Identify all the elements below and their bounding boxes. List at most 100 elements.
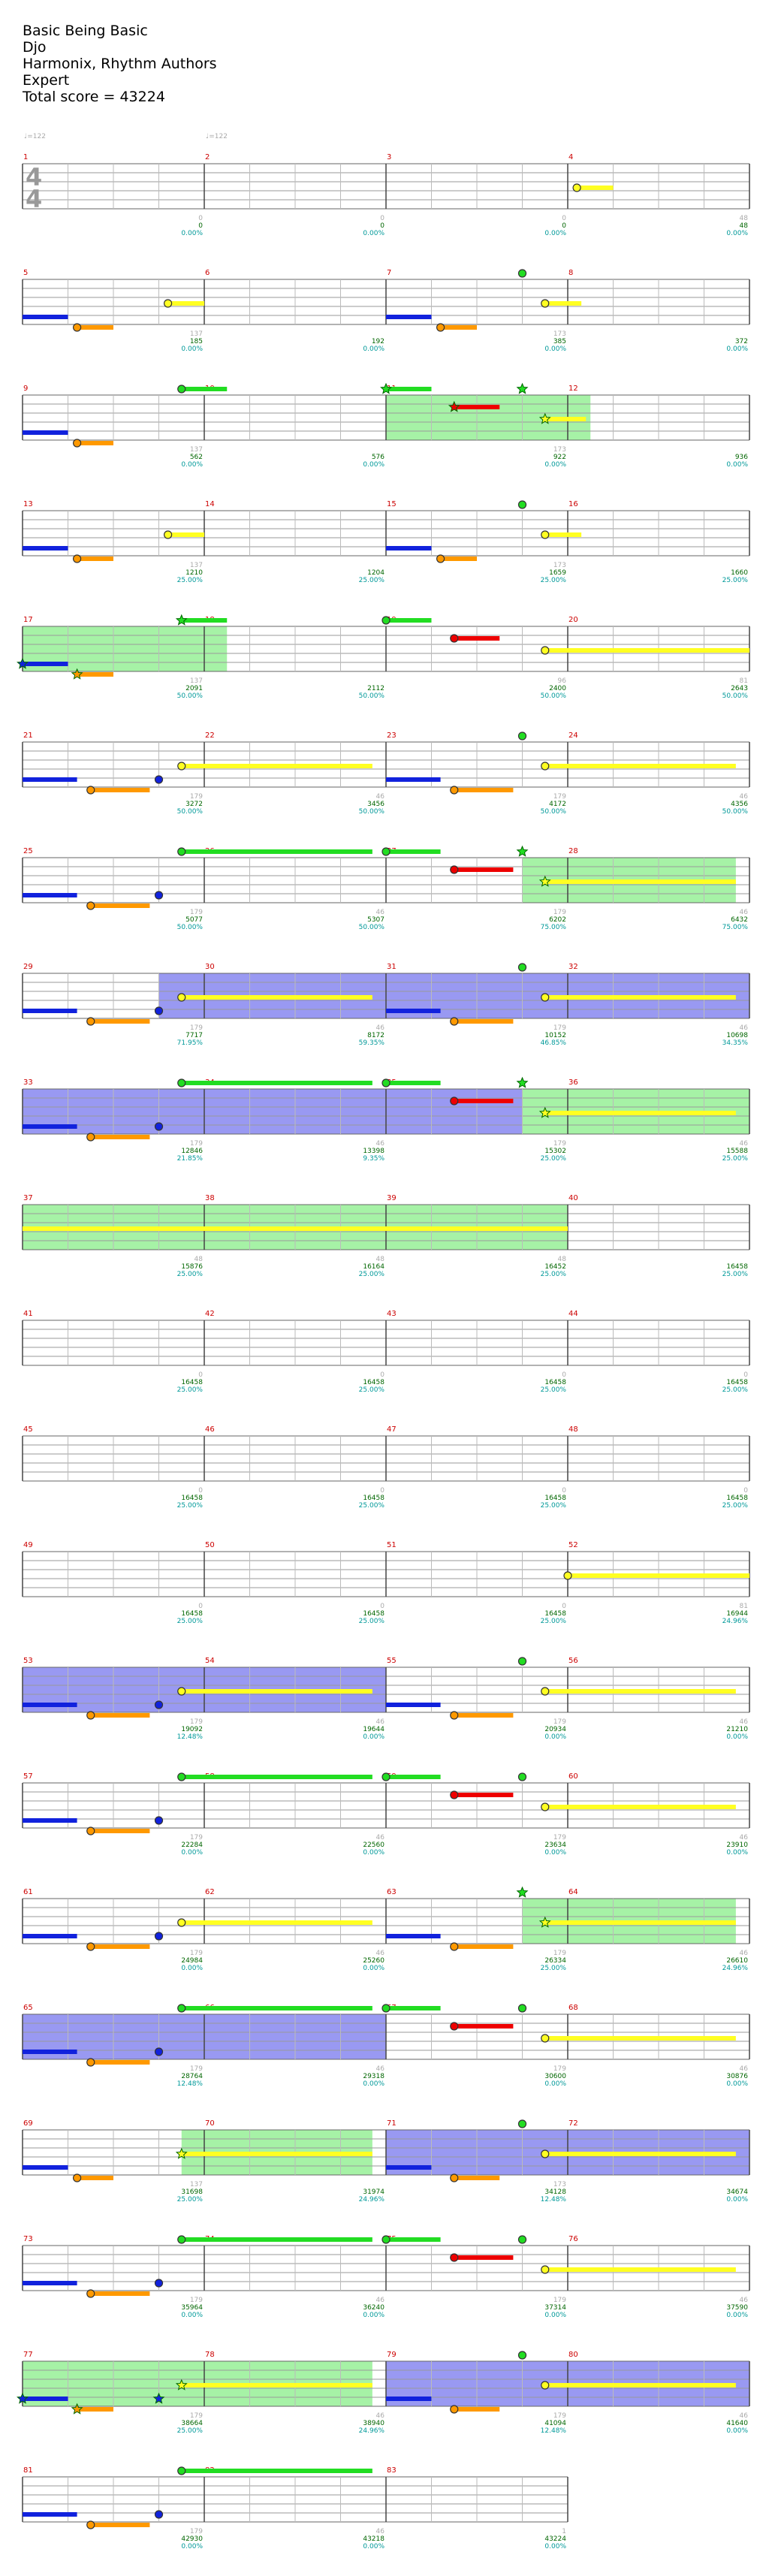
segment-score: 15588 — [726, 1148, 748, 1155]
red-note — [450, 2022, 459, 2031]
segment-percent: 25.00% — [722, 1502, 749, 1510]
orange-note — [436, 554, 445, 563]
segment-score: 16458 — [726, 1379, 748, 1386]
segment-score: 16458 — [363, 1610, 384, 1618]
yellow-star-note — [538, 1916, 551, 1928]
yellow-note — [164, 299, 173, 308]
segment-percent: 0.00% — [181, 1965, 203, 1972]
segment-small-value: 0 — [198, 1487, 203, 1495]
segment-small-value: 46 — [740, 1024, 749, 1032]
segment-percent: 24.96% — [722, 1965, 749, 1972]
segment-small-value: 0 — [198, 1371, 203, 1379]
segment-score: 12846 — [181, 1148, 203, 1155]
segment-score: 26610 — [726, 1957, 748, 1965]
song-artist: Djo — [23, 39, 47, 56]
segment-percent: 12.48% — [541, 2427, 567, 2435]
segment-score: 16944 — [726, 1610, 748, 1618]
green-note — [517, 963, 527, 972]
measure-number: 2 — [205, 153, 210, 161]
segment-score: 19644 — [363, 1726, 384, 1733]
segment-score: 23634 — [544, 1842, 566, 1849]
segment-small-value: 179 — [190, 2528, 203, 2535]
segment-score: 22284 — [181, 1842, 203, 1849]
segment-small-value: 179 — [190, 1140, 203, 1148]
segment-score: 185 — [190, 338, 203, 345]
segment-score: 385 — [553, 338, 566, 345]
segment-percent: 25.00% — [541, 1502, 567, 1510]
green-note — [177, 1078, 186, 1087]
segment-score: 30876 — [726, 2073, 748, 2080]
time-sig-num: 4 — [26, 163, 42, 192]
segment-small-value: 179 — [190, 1718, 203, 1726]
segment-score: 16458 — [726, 1495, 748, 1502]
measure-number: 16 — [568, 500, 578, 508]
segment-percent: 0.00% — [544, 1849, 566, 1857]
measure-number: 56 — [568, 1657, 578, 1665]
measure-number: 17 — [23, 616, 33, 624]
yellow-note — [541, 993, 550, 1002]
segment-small-value: 46 — [740, 2412, 749, 2420]
segment-score: 16458 — [544, 1379, 566, 1386]
segment-percent: 50.00% — [722, 692, 749, 700]
segment-percent: 0.00% — [726, 230, 748, 237]
segment-score: 48 — [740, 222, 749, 230]
measure-number: 62 — [205, 1888, 215, 1896]
measure-number: 38 — [205, 1194, 215, 1202]
segment-percent: 50.00% — [359, 924, 385, 931]
segment-score: 42930 — [181, 2535, 203, 2543]
segment-percent: 0.00% — [544, 230, 566, 237]
measure-number: 23 — [387, 731, 397, 740]
green-note — [517, 1772, 527, 1781]
segment-small-value: 0 — [380, 215, 384, 222]
song-title: Basic Being Basic — [23, 23, 148, 39]
segment-score: 576 — [372, 454, 384, 461]
segment-score: 16458 — [363, 1379, 384, 1386]
segment-percent: 0.00% — [544, 2543, 566, 2550]
segment-percent: 25.00% — [177, 1502, 204, 1510]
orange-note — [86, 901, 95, 910]
segment-score: 37590 — [726, 2304, 748, 2312]
orange-note — [86, 1711, 95, 1720]
yellow-note — [177, 1687, 186, 1696]
segment-score: 5077 — [185, 916, 203, 924]
segment-score: 562 — [190, 454, 203, 461]
yellow-note — [541, 530, 550, 539]
segment-percent: 0.00% — [726, 1733, 748, 1741]
orange-note — [450, 2173, 459, 2182]
yellow-note — [541, 2265, 550, 2274]
segment-percent: 25.00% — [541, 1271, 567, 1278]
segment-percent: 50.00% — [177, 924, 204, 931]
segment-percent: 12.48% — [177, 2080, 204, 2088]
segment-score: 41640 — [726, 2420, 748, 2427]
segment-small-value: 179 — [553, 909, 566, 916]
segment-score: 2400 — [549, 685, 566, 692]
blue-note — [154, 1700, 164, 1709]
segment-score: 16458 — [181, 1495, 203, 1502]
segment-score: 35964 — [181, 2304, 203, 2312]
segment-percent: 0.00% — [363, 345, 384, 353]
staff-row-7: 25262728179507750.00%46530750.00%1796202… — [22, 845, 750, 931]
yellow-note — [541, 1802, 550, 1811]
solo-region — [23, 1089, 523, 1134]
measure-number: 20 — [568, 616, 578, 624]
segment-percent: 46.85% — [541, 1039, 567, 1047]
segment-percent: 25.00% — [722, 577, 749, 584]
green-note — [177, 385, 186, 394]
segment-score: 8172 — [367, 1032, 384, 1039]
segment-score: 5307 — [367, 916, 384, 924]
measure-number: 73 — [23, 2235, 33, 2243]
measure-number: 83 — [387, 2466, 397, 2475]
segment-percent: 25.00% — [722, 1271, 749, 1278]
orange-note — [72, 554, 82, 563]
staff-row-13: 49 50 51 5201645825.00%01645825.00%01645825… — [22, 1541, 750, 1625]
segment-small-value: 46 — [740, 2297, 749, 2304]
segment-score: 38664 — [181, 2420, 203, 2427]
blue-note — [154, 1816, 164, 1825]
segment-small-value: 46 — [740, 909, 749, 916]
green-star-note — [175, 614, 188, 626]
segment-score: 34674 — [726, 2188, 748, 2196]
green-note — [177, 2235, 186, 2244]
segment-small-value: 137 — [190, 677, 203, 685]
yellow-note — [164, 530, 173, 539]
red-note — [450, 1790, 459, 1799]
